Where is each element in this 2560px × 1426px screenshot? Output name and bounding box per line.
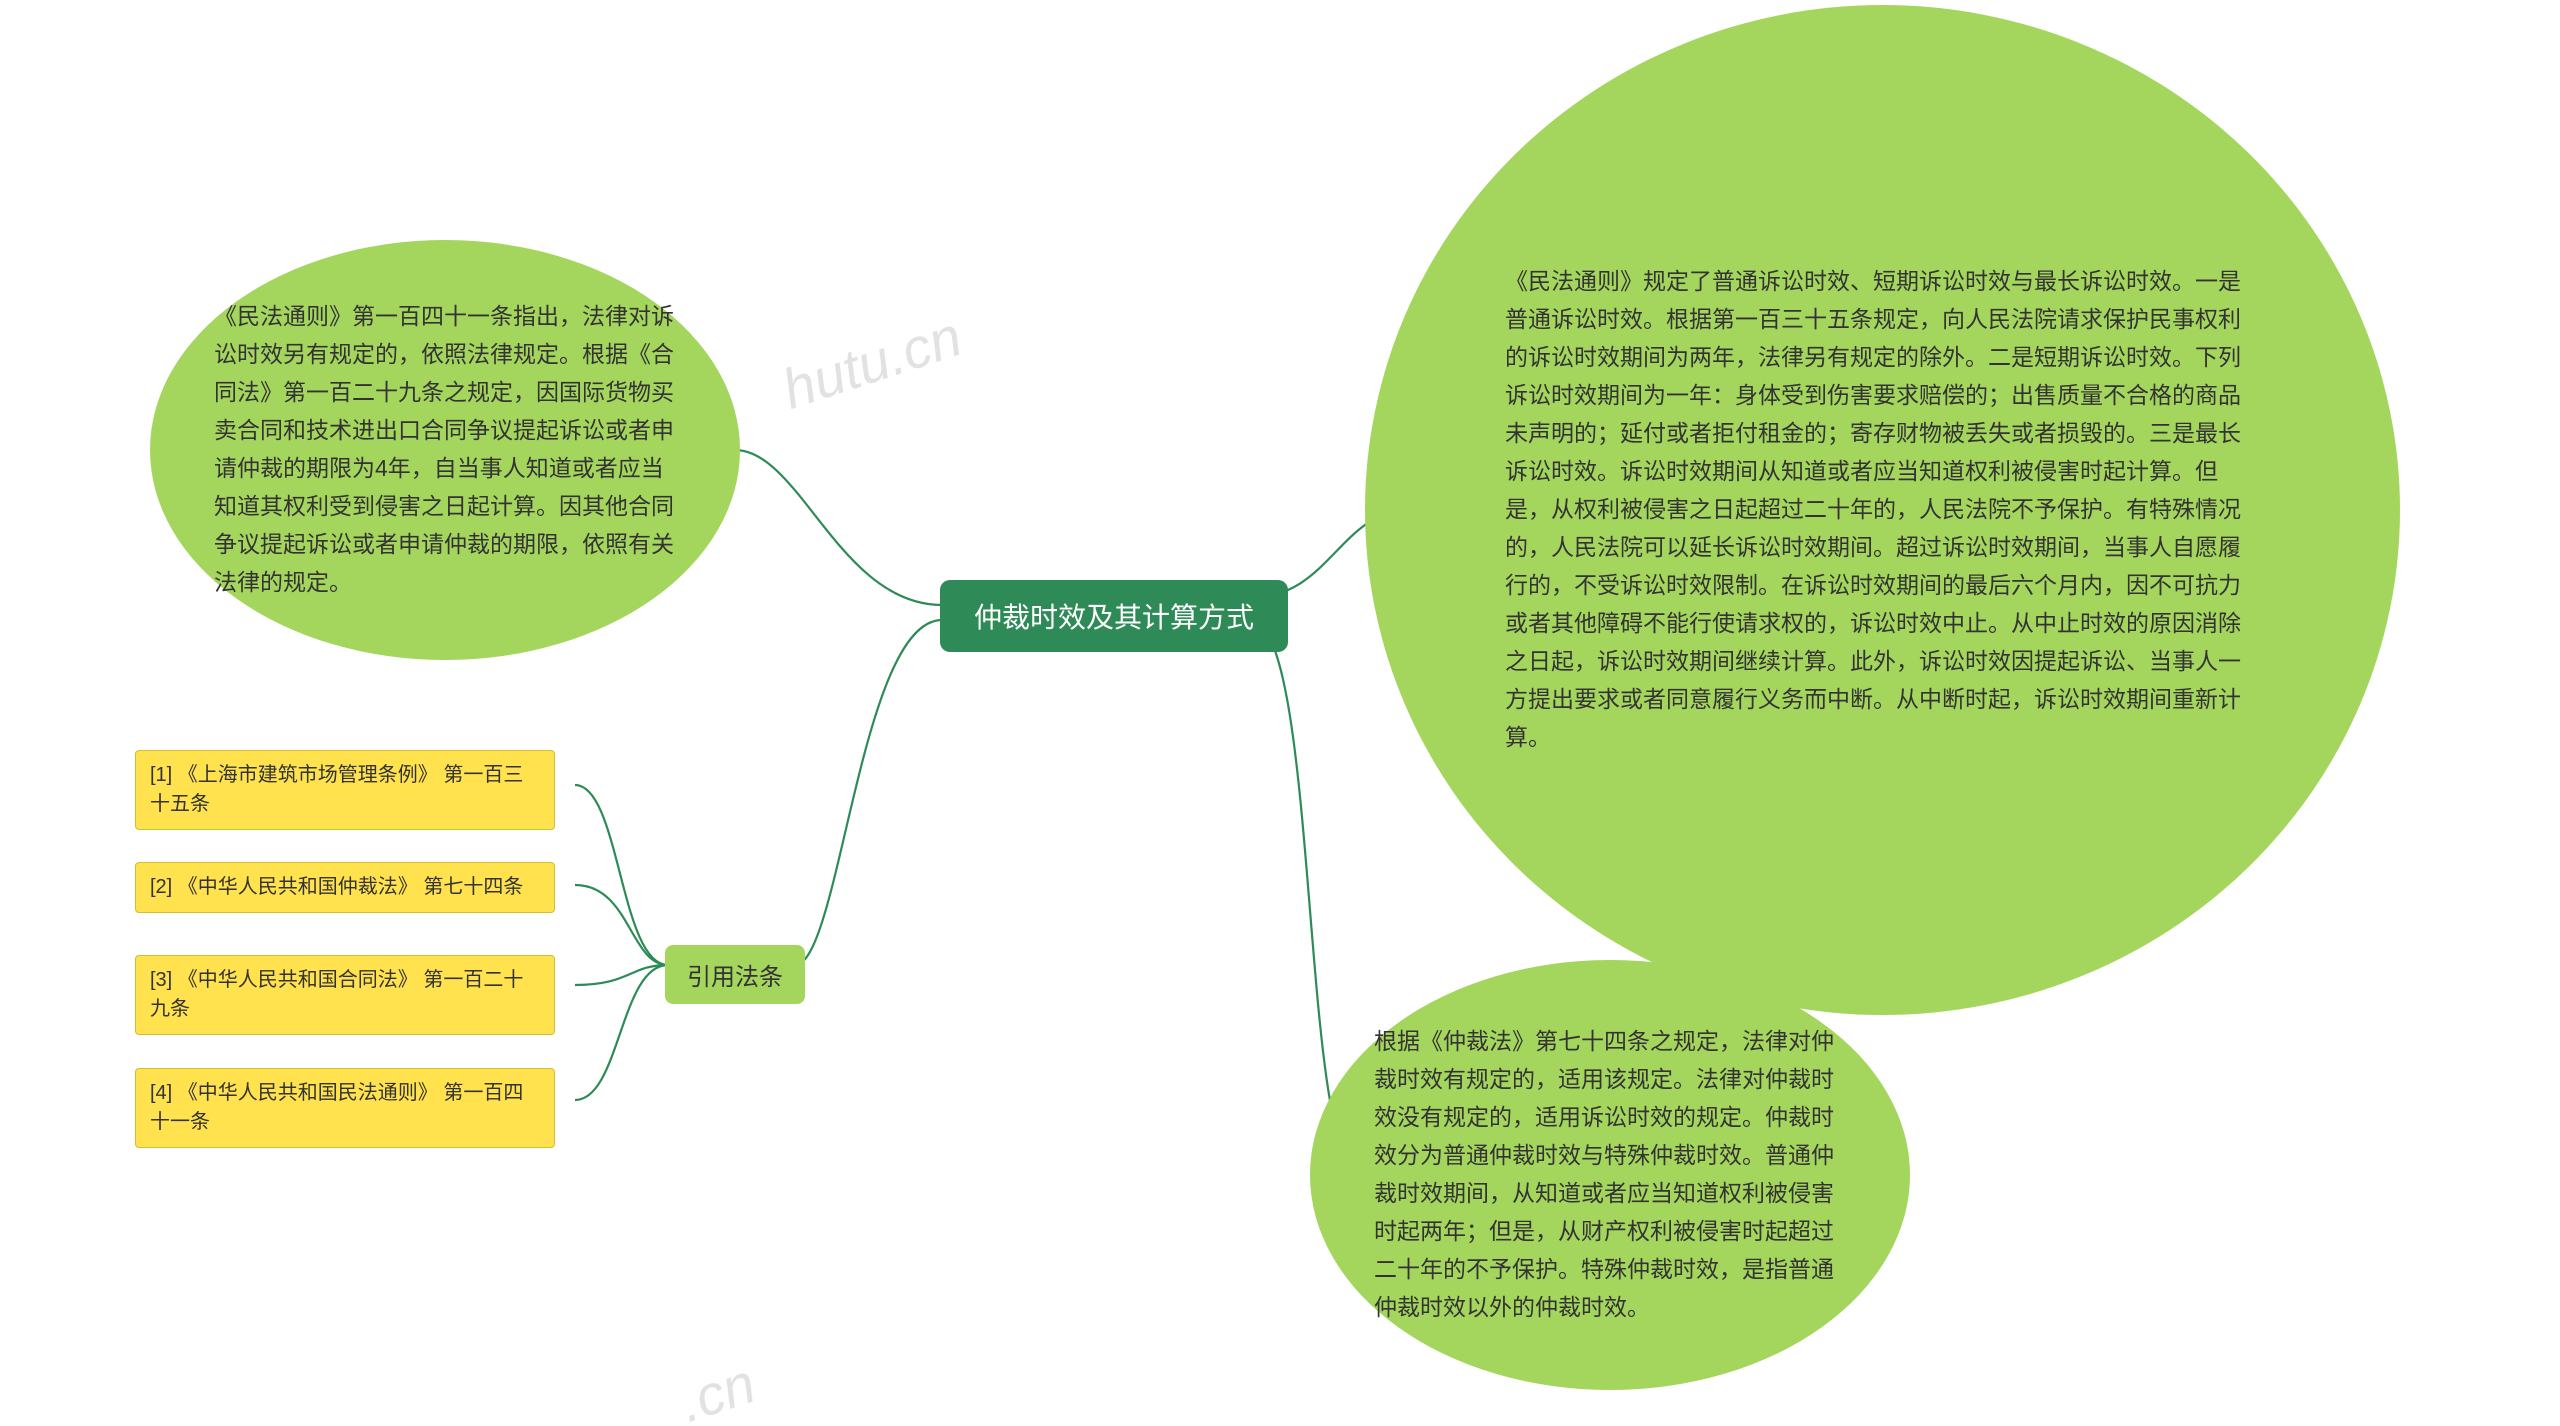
mindmap-canvas: hutu.cn .cn .cn 仲裁时效及其计算方式 《民法通则》第一百四十一条… (0, 0, 2560, 1426)
watermark: .cn (672, 1350, 763, 1426)
node-right-bottom-text: 根据《仲裁法》第七十四条之规定，法律对仲裁时效有规定的，适用该规定。法律对仲裁时… (1374, 1023, 1846, 1327)
node-right-top-text: 《民法通则》规定了普通诉讼时效、短期诉讼时效与最长诉讼时效。一是普通诉讼时效。根… (1505, 263, 2260, 756)
node-right-bottom[interactable]: 根据《仲裁法》第七十四条之规定，法律对仲裁时效有规定的，适用该规定。法律对仲裁时… (1310, 960, 1910, 1390)
ref-item[interactable]: [4] 《中华人民共和国民法通则》 第一百四十一条 (135, 1068, 555, 1148)
center-node[interactable]: 仲裁时效及其计算方式 (940, 580, 1288, 652)
ref-item[interactable]: [3] 《中华人民共和国合同法》 第一百二十九条 (135, 955, 555, 1035)
node-left-top-text: 《民法通则》第一百四十一条指出，法律对诉讼时效另有规定的，依照法律规定。根据《合… (214, 298, 676, 602)
ref-item[interactable]: [2] 《中华人民共和国仲裁法》 第七十四条 (135, 862, 555, 913)
watermark: hutu.cn (774, 303, 969, 422)
node-right-top[interactable]: 《民法通则》规定了普通诉讼时效、短期诉讼时效与最长诉讼时效。一是普通诉讼时效。根… (1365, 5, 2400, 1015)
ref-item[interactable]: [1] 《上海市建筑市场管理条例》 第一百三十五条 (135, 750, 555, 830)
node-left-top[interactable]: 《民法通则》第一百四十一条指出，法律对诉讼时效另有规定的，依照法律规定。根据《合… (150, 240, 740, 660)
ref-parent-node[interactable]: 引用法条 (665, 945, 805, 1004)
